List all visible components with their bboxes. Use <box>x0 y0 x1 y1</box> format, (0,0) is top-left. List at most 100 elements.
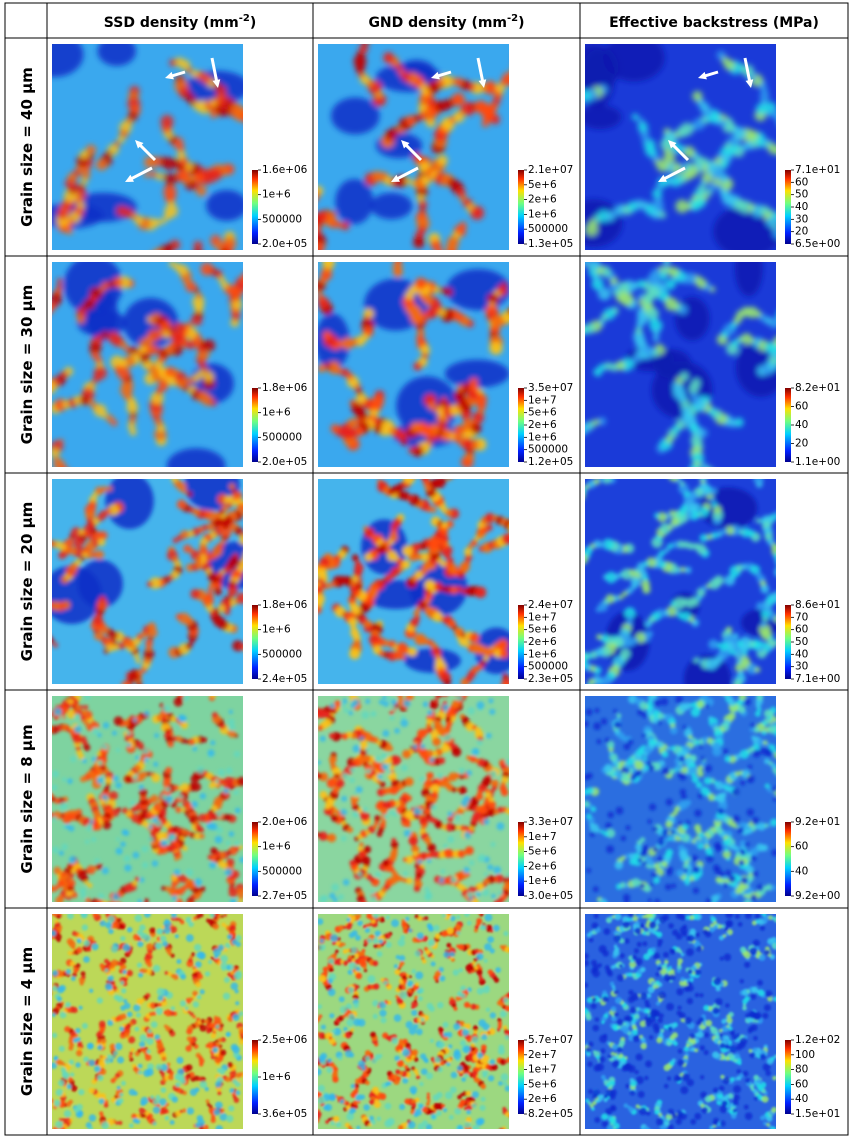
field-map <box>585 262 792 467</box>
high-spot <box>135 658 141 664</box>
high-spot <box>228 885 235 892</box>
high-spot <box>782 773 791 782</box>
high-spot <box>709 903 717 911</box>
high-spot <box>160 218 167 225</box>
high-spot <box>434 820 443 829</box>
low-spot <box>641 733 647 738</box>
high-spot <box>419 805 425 810</box>
high-spot <box>193 241 203 250</box>
row-label: Grain size = 40 μm <box>18 67 36 227</box>
low-spot <box>233 789 239 796</box>
low-spot <box>472 747 480 756</box>
high-spot <box>587 678 596 684</box>
high-spot <box>306 713 315 722</box>
column-header: Effective backstress (MPa) <box>609 15 819 31</box>
high-spot <box>299 771 305 777</box>
high-spot <box>64 1026 71 1033</box>
high-spot <box>724 878 730 884</box>
low-spot <box>348 710 354 716</box>
low-spot <box>91 836 97 843</box>
high-spot <box>468 886 475 894</box>
high-spot <box>258 541 267 550</box>
header-text: SSD density (mm <box>104 15 239 31</box>
high-spot <box>768 822 773 828</box>
high-spot <box>564 502 571 509</box>
high-spot <box>148 252 157 261</box>
high-spot <box>663 262 670 268</box>
high-spot <box>188 901 192 902</box>
high-spot <box>774 148 776 155</box>
high-spot <box>691 775 699 784</box>
high-spot <box>234 107 243 122</box>
high-spot <box>172 537 179 544</box>
high-spot <box>318 192 320 200</box>
high-spot <box>745 865 754 874</box>
low-spot <box>678 755 686 763</box>
low-spot <box>94 858 100 864</box>
high-spot <box>93 374 101 382</box>
low-spot <box>343 707 350 714</box>
high-spot <box>35 782 44 791</box>
high-spot <box>136 998 144 1005</box>
high-spot <box>167 740 174 748</box>
high-spot <box>601 479 612 484</box>
high-spot <box>525 519 534 528</box>
high-spot <box>573 496 580 503</box>
high-spot <box>652 328 660 336</box>
low-spot <box>137 899 143 902</box>
arrow-head <box>165 71 174 80</box>
colorbar-label: 7.1e+00 <box>795 673 840 685</box>
colorbar-label: 1.2e+05 <box>528 456 573 468</box>
high-spot <box>666 543 673 550</box>
colorbar-label: 2e+6 <box>528 419 557 431</box>
low-spot <box>642 712 648 719</box>
high-spot <box>759 91 770 102</box>
low-spot <box>722 748 729 755</box>
low-spot <box>621 766 626 771</box>
low-spot <box>101 743 107 750</box>
high-spot <box>782 326 792 336</box>
high-spot <box>199 1024 207 1032</box>
colorbar-label: 9.2e+01 <box>795 816 840 828</box>
low-spot <box>229 898 237 902</box>
high-spot <box>700 467 707 474</box>
high-spot <box>624 607 636 619</box>
high-spot <box>662 267 669 274</box>
high-spot <box>772 640 776 646</box>
high-spot <box>458 439 465 447</box>
low-spot <box>383 813 389 819</box>
high-spot <box>38 307 49 318</box>
high-spot <box>235 965 239 970</box>
high-spot <box>85 144 97 156</box>
high-spot <box>40 786 47 793</box>
colorbar-label: 5e+6 <box>528 179 557 191</box>
high-spot <box>264 265 274 275</box>
high-spot <box>166 1068 172 1074</box>
high-spot <box>59 464 67 467</box>
high-spot <box>268 588 279 599</box>
high-spot <box>318 832 322 837</box>
high-spot <box>267 506 276 515</box>
low-spot <box>97 733 102 738</box>
high-spot <box>102 820 112 830</box>
high-spot <box>263 539 271 547</box>
high-spot <box>151 773 161 783</box>
low-spot <box>476 701 485 710</box>
high-spot <box>171 883 177 889</box>
colorbar-label: 40 <box>795 201 808 213</box>
high-spot <box>206 1102 211 1107</box>
high-spot <box>513 51 526 64</box>
low-spot <box>121 829 128 836</box>
high-spot <box>410 691 414 695</box>
high-spot <box>768 711 775 717</box>
low-spot <box>101 794 108 801</box>
high-spot <box>492 96 501 105</box>
high-spot <box>565 636 575 646</box>
high-spot <box>236 776 243 787</box>
high-spot <box>691 378 701 388</box>
high-spot <box>430 784 440 794</box>
low-spot <box>764 748 773 757</box>
high-spot <box>733 685 740 692</box>
low-spot <box>142 861 149 869</box>
high-spot <box>308 710 315 717</box>
